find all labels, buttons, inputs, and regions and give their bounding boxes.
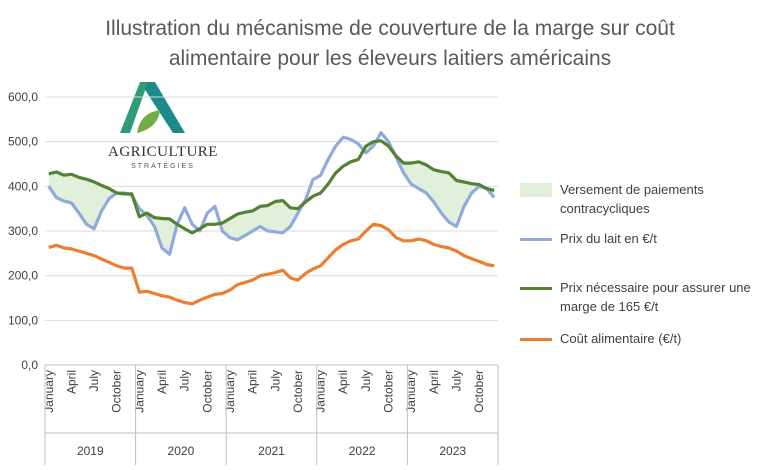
legend-item: Prix nécessaire pour assurer une marge d…: [520, 278, 775, 316]
y-tick-label: 0,0: [21, 358, 38, 372]
x-tick-label: January: [404, 370, 418, 413]
x-tick-label: October: [200, 370, 214, 413]
x-tick-label: April: [246, 370, 260, 394]
y-tick-label: 500,0: [8, 135, 38, 149]
series-line: [48, 222, 495, 306]
logo: AGRICULTURE STRATÉGIES: [108, 82, 218, 170]
year-label: 2022: [349, 444, 376, 458]
x-tick-label: January: [223, 370, 237, 413]
year-label: 2019: [77, 444, 104, 458]
x-tick-label: April: [427, 370, 441, 394]
logo-shape: [140, 82, 185, 133]
x-tick-label: October: [382, 370, 396, 413]
x-tick-label: July: [268, 370, 282, 391]
legend-item: Prix du lait en €/t: [520, 229, 775, 248]
y-tick-label: 600,0: [8, 90, 38, 104]
y-tick-label: 100,0: [8, 313, 38, 327]
year-label: 2023: [439, 444, 466, 458]
legend-swatch: [520, 338, 552, 341]
series-line: [48, 139, 495, 235]
y-tick-label: 400,0: [8, 179, 38, 193]
legend-item: Versement de paiements contracycliques: [520, 180, 775, 218]
legend-label: Prix du lait en €/t: [560, 231, 657, 246]
logo-tagline: STRATÉGIES: [131, 161, 195, 170]
x-tick-label: January: [314, 370, 328, 413]
year-label: 2020: [168, 444, 195, 458]
chart-title: Illustration du mécanisme de couverture …: [105, 17, 675, 70]
x-tick-label: October: [110, 370, 124, 413]
x-tick-label: April: [336, 370, 350, 394]
x-tick-label: July: [449, 370, 463, 391]
x-tick-label: April: [64, 370, 78, 394]
legend-swatch: [520, 238, 552, 241]
legend-label: Coût alimentaire (€/t): [560, 331, 682, 346]
x-tick-label: October: [291, 370, 305, 413]
x-tick-label: October: [472, 370, 486, 413]
legend-label: Versement de paiements contracycliques: [560, 182, 704, 216]
legend-item: Coût alimentaire (€/t): [520, 329, 775, 348]
legend-swatch: [520, 287, 552, 290]
year-label: 2021: [258, 444, 285, 458]
legend-swatch: [520, 183, 552, 197]
y-tick-label: 200,0: [8, 269, 38, 283]
x-tick-label: April: [155, 370, 169, 394]
x-tick-label: July: [87, 370, 101, 391]
x-tick-label: January: [42, 370, 56, 413]
x-tick-label: July: [178, 370, 192, 391]
logo-name: AGRICULTURE: [108, 144, 218, 160]
x-tick-label: January: [132, 370, 146, 413]
logo-shape: [120, 82, 148, 133]
legend-label: Prix nécessaire pour assurer une marge d…: [560, 280, 751, 314]
x-tick-label: July: [359, 370, 373, 391]
contracyclical-area: [48, 140, 495, 255]
y-tick-label: 300,0: [8, 224, 38, 238]
logo-leaf: [137, 110, 160, 133]
